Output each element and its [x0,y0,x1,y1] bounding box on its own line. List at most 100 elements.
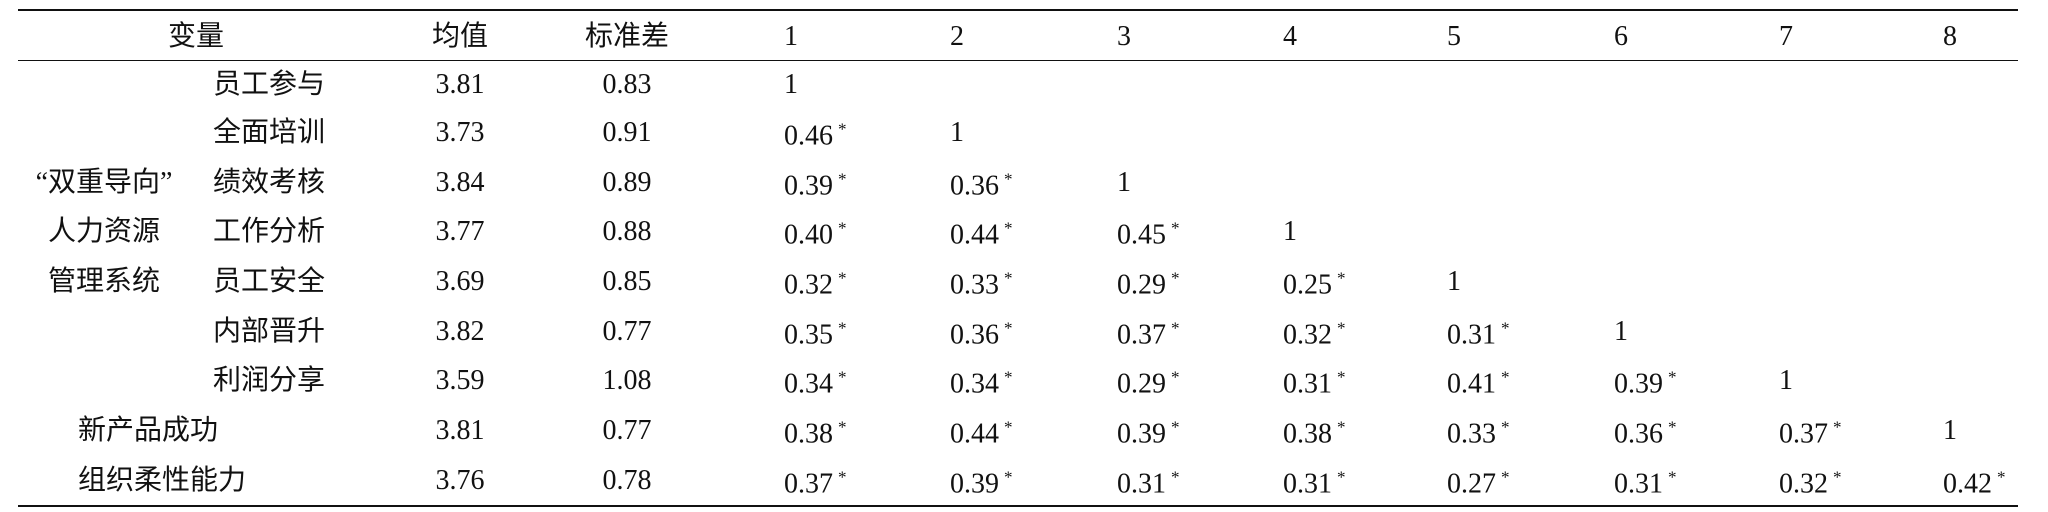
variable-name: 新产品成功 [78,415,219,446]
significance-mark: * [1004,417,1013,437]
correlation-value: 0.38 [1283,418,1332,450]
significance-mark: * [1833,417,1842,437]
mean-cell: 3.69 [435,266,485,297]
variable-name: 内部晋升 [213,316,326,347]
group-label: 管理系统 [47,266,161,297]
correlation-cell: 0.36 * [950,163,1013,204]
correlation-cell: 0.29 * [1117,262,1180,303]
correlation-value: 1 [1943,415,1957,446]
correlation-value: 0.31 [1447,319,1496,351]
header-cell: 7 [1779,21,1793,52]
correlation-value: 1 [950,117,964,148]
correlation-cell: 0.35 * [784,312,847,353]
correlation-cell: 0.41 * [1447,361,1510,402]
significance-mark: * [838,119,847,139]
correlation-value: 0.33 [1447,418,1496,450]
significance-mark: * [838,318,847,338]
correlation-cell: 1 [1943,414,1957,448]
correlation-value: 0.44 [950,219,999,251]
correlation-cell: 0.31 * [1447,312,1510,353]
correlation-cell: 0.40 * [784,212,847,253]
header-cell: 8 [1943,21,1957,52]
header-cell: 1 [784,21,798,52]
header-cell: 变量 [167,21,225,52]
variable-name: 员工参与 [213,69,326,100]
mean-cell: 3.73 [435,117,485,148]
correlation-value: 0.36 [1614,418,1663,450]
header-rule [18,60,2018,61]
correlation-value: 0.39 [1614,368,1663,400]
correlation-value: 1 [784,69,798,100]
bottom-rule [18,505,2018,507]
group-label: 人力资源 [47,216,161,247]
mean-cell: 3.59 [435,365,485,396]
significance-mark: * [1004,268,1013,288]
significance-mark: * [1668,417,1677,437]
correlation-value: 0.45 [1117,219,1166,251]
correlation-cell: 0.37 * [1779,411,1842,452]
significance-mark: * [838,417,847,437]
correlation-value: 0.42 [1943,468,1992,500]
correlation-value: 0.39 [1117,418,1166,450]
header-cell: 6 [1614,21,1628,52]
significance-mark: * [1171,367,1180,387]
mean-cell: 3.81 [435,69,485,100]
correlation-cell: 0.25 * [1283,262,1346,303]
correlation-value: 0.29 [1117,368,1166,400]
significance-mark: * [1668,467,1677,487]
correlation-cell: 0.38 * [1283,411,1346,452]
significance-mark: * [1171,268,1180,288]
significance-mark: * [1337,467,1346,487]
significance-mark: * [838,169,847,189]
significance-mark: * [838,467,847,487]
sd-cell: 0.85 [602,266,652,297]
mean-cell: 3.82 [435,316,485,347]
correlation-cell: 0.31 * [1283,361,1346,402]
top-rule [18,9,2018,11]
variable-name: 组织柔性能力 [78,465,247,496]
correlation-value: 0.37 [1117,319,1166,351]
correlation-value: 0.37 [784,468,833,500]
significance-mark: * [1337,367,1346,387]
significance-mark: * [1833,467,1842,487]
correlation-cell: 0.39 * [784,163,847,204]
correlation-value: 0.38 [784,418,833,450]
correlation-cell: 0.34 * [950,361,1013,402]
variable-name: 员工安全 [213,266,326,297]
correlation-cell: 0.32 * [1283,312,1346,353]
header-cell: 4 [1283,21,1297,52]
correlation-cell: 0.37 * [784,461,847,502]
correlation-value: 1 [1614,316,1628,347]
significance-mark: * [1171,467,1180,487]
correlation-cell: 0.39 * [1117,411,1180,452]
correlation-cell: 0.36 * [1614,411,1677,452]
correlation-value: 0.32 [1779,468,1828,500]
correlation-cell: 0.31 * [1283,461,1346,502]
correlation-cell: 1 [1447,265,1461,299]
correlation-value: 1 [1779,365,1793,396]
correlation-value: 0.29 [1117,269,1166,301]
header-cell: 标准差 [584,21,670,52]
significance-mark: * [1004,318,1013,338]
mean-cell: 3.84 [435,167,485,198]
sd-cell: 0.88 [602,216,652,247]
correlation-value: 1 [1447,266,1461,297]
correlation-value: 0.34 [784,368,833,400]
correlation-cell: 1 [1614,315,1628,349]
correlation-cell: 0.33 * [1447,411,1510,452]
significance-mark: * [1997,467,2006,487]
significance-mark: * [1171,417,1180,437]
correlation-value: 0.31 [1614,468,1663,500]
correlation-cell: 0.39 * [1614,361,1677,402]
correlation-value: 0.37 [1779,418,1828,450]
mean-cell: 3.76 [435,465,485,496]
significance-mark: * [1004,367,1013,387]
significance-mark: * [838,367,847,387]
significance-mark: * [1501,367,1510,387]
significance-mark: * [1337,417,1346,437]
correlation-value: 0.41 [1447,368,1496,400]
correlation-cell: 0.33 * [950,262,1013,303]
correlation-value: 0.32 [784,269,833,301]
correlation-value: 0.40 [784,219,833,251]
sd-cell: 0.77 [602,316,652,347]
